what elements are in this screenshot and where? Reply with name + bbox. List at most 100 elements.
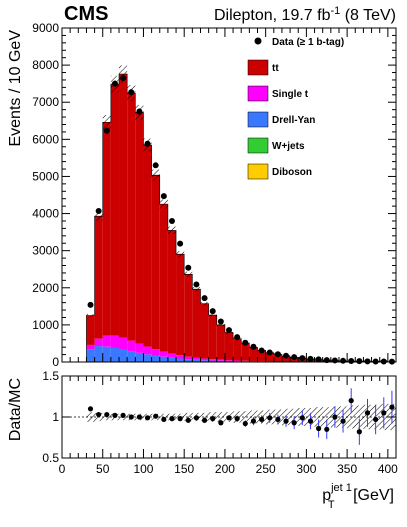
ratio-point: [210, 416, 216, 422]
data-point: [136, 108, 143, 115]
uncertainty-hatch: [176, 251, 185, 258]
data-point: [258, 347, 265, 354]
bar-single_t: [86, 344, 95, 350]
data-point: [356, 358, 363, 365]
ratio-point: [242, 420, 248, 427]
data-point: [217, 318, 224, 325]
data-point: [87, 301, 94, 308]
data-point: [128, 89, 135, 96]
x-tick-label: 150: [174, 462, 194, 476]
uncertainty-hatch: [192, 287, 201, 292]
bar-ttbar: [151, 175, 160, 350]
y-tick-label: 9000: [32, 21, 59, 35]
bar-ttbar: [281, 356, 291, 362]
data-point: [103, 127, 110, 134]
uncertainty-hatch: [208, 313, 217, 317]
stacked-bars: [86, 73, 397, 362]
data-point: [177, 240, 184, 247]
ratio-point: [161, 416, 167, 423]
bar-single_t: [184, 356, 193, 360]
ratio-point: [348, 398, 354, 404]
bar-ttbar: [119, 74, 128, 338]
x-tick-label: 300: [296, 462, 316, 476]
ratio-point: [267, 415, 273, 421]
ratio-point: [120, 412, 126, 418]
lumi-sup: -1: [330, 5, 340, 17]
bar-ttbar: [241, 343, 250, 361]
bar-single_t: [224, 360, 234, 362]
bar-single_t: [119, 337, 128, 350]
data-point: [144, 140, 151, 147]
data-point: [193, 281, 200, 288]
bar-drell_yan: [143, 354, 152, 362]
bar-single_t: [110, 335, 120, 348]
data-point: [201, 295, 208, 302]
ratio-point: [153, 413, 159, 419]
ratio-point: [177, 416, 183, 422]
bar-ttbar: [176, 254, 185, 356]
x-axis-label-main: p: [322, 487, 331, 504]
bar-drell_yan: [102, 346, 111, 362]
data-point: [372, 358, 379, 365]
bar-single_t: [135, 343, 144, 353]
bar-drell_yan: [94, 346, 103, 362]
data-point: [95, 207, 102, 214]
uncertainty-hatch: [151, 169, 160, 181]
bar-single_t: [241, 360, 250, 362]
x-tick-label: 400: [378, 462, 398, 476]
x-tick-label: 350: [337, 462, 357, 476]
bar-ttbar: [110, 84, 120, 336]
bar-single_t: [151, 349, 160, 356]
bar-drell_yan: [110, 347, 120, 362]
legend-label-drell_yan: Drell-Yan: [272, 115, 315, 126]
ratio-y-tick-label: 1: [52, 410, 59, 424]
bar-ttbar: [86, 315, 95, 345]
bar-drell_yan: [135, 352, 144, 362]
bar-ttbar: [184, 274, 193, 357]
legend-data-marker: [254, 37, 262, 45]
lumi-prefix: Dilepton, 19.7 fb: [214, 7, 331, 24]
data-point: [315, 356, 322, 363]
bar-ttbar: [265, 352, 274, 362]
legend-swatch-single_t: [247, 85, 269, 102]
bar-ttbar: [135, 112, 144, 344]
main-frame: [61, 27, 397, 363]
bar-single_t: [200, 358, 209, 361]
bar-single_t: [176, 355, 185, 359]
legend-label-diboson: Diboson: [272, 167, 312, 178]
data-point: [168, 217, 175, 224]
ratio-y-tick-label: 0.5: [42, 451, 59, 465]
ratio-point: [389, 404, 395, 410]
bar-drell_yan: [167, 357, 177, 362]
bar-drell_yan: [216, 360, 225, 362]
bar-drell_yan: [184, 359, 193, 362]
y-tick-label: 7000: [32, 95, 59, 109]
bar-ttbar: [102, 122, 111, 336]
bar-drell_yan: [200, 360, 209, 362]
x-tick-label: 50: [96, 462, 110, 476]
bar-single_t: [127, 340, 136, 352]
bar-ttbar: [94, 216, 103, 339]
main-panel: 0 1000 2000 3000 4000 5000 6000 7000 8000 9000 Da…: [32, 21, 397, 369]
bar-ttbar: [127, 93, 136, 341]
ratio-point: [201, 417, 208, 423]
bar-ttbar: [233, 338, 242, 361]
data-point: [340, 357, 347, 364]
ratio-panel: 0.5 1 1.5 0 50 100 150 200 250 300 350 400: [42, 369, 398, 476]
ratio-y-tick-label: 1.5: [42, 369, 59, 383]
ratio-point: [136, 414, 142, 420]
uncertainty-hatch: [184, 271, 193, 277]
legend-label-ttbar: tt: [272, 63, 279, 74]
data-point: [234, 334, 241, 341]
ratio-point: [324, 426, 330, 432]
ratio-point: [112, 412, 118, 418]
ratio-point: [275, 416, 281, 423]
ratio-point: [104, 411, 110, 418]
data-point: [111, 80, 118, 87]
y-tick-label: 4000: [32, 207, 59, 221]
data-point: [283, 352, 290, 359]
bar-drell_yan: [159, 356, 168, 362]
x-tick-label: 200: [215, 462, 235, 476]
uncertainty-hatch: [102, 115, 111, 130]
